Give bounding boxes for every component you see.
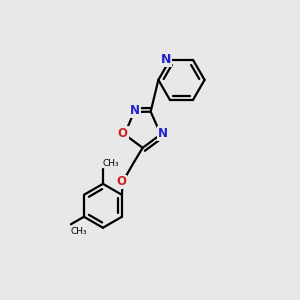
Text: O: O — [116, 176, 126, 188]
Text: N: N — [130, 104, 140, 117]
Text: O: O — [118, 128, 128, 140]
Text: CH₃: CH₃ — [103, 159, 119, 168]
Text: N: N — [160, 53, 171, 66]
Text: CH₃: CH₃ — [70, 227, 87, 236]
Text: N: N — [158, 128, 168, 140]
